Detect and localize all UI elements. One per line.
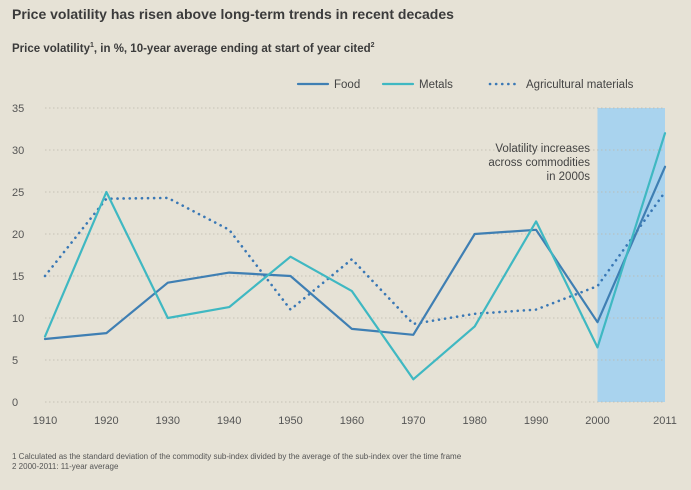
x-tick-label: 1920 bbox=[94, 415, 118, 427]
legend: Food Metals Agricultural materials bbox=[296, 79, 634, 91]
footnote-marker-2: 2 bbox=[370, 42, 375, 49]
legend-label: Agricultural materials bbox=[526, 79, 634, 91]
annotation-line: in 2000s bbox=[547, 171, 591, 183]
y-tick-label: 5 bbox=[12, 355, 18, 367]
x-tick-label: 1950 bbox=[278, 415, 302, 427]
annotation-line: Volatility increases bbox=[495, 143, 590, 155]
line-chart: 0 5 10 15 20 25 30 35 1910 1920 1930 1940 1950 1960 19… bbox=[12, 79, 677, 427]
series-line-food bbox=[43, 165, 667, 341]
annotation-line: across commodities bbox=[488, 157, 590, 169]
annotation: Volatility increases across commodities in… bbox=[488, 143, 590, 183]
x-tick-label: 1930 bbox=[156, 415, 180, 427]
y-tick-label: 0 bbox=[12, 397, 18, 409]
chart-subtitle: Price volatility1, in %, 10-year average… bbox=[12, 42, 375, 55]
y-tick-label: 30 bbox=[12, 145, 24, 157]
x-tick-label: 1990 bbox=[524, 415, 548, 427]
x-tick-label: 1980 bbox=[462, 415, 486, 427]
x-tick-label: 2000 bbox=[585, 415, 609, 427]
series-line-metals bbox=[43, 132, 667, 381]
x-tick-label: 1960 bbox=[340, 415, 364, 427]
footnote-2: 2 2000-2011: 11-year average bbox=[12, 462, 119, 471]
legend-label: Metals bbox=[419, 79, 453, 91]
highlight-band-2000s bbox=[597, 108, 665, 402]
x-tick-label: 1940 bbox=[217, 415, 241, 427]
footnote-marker-1: 1 bbox=[89, 42, 94, 49]
highlight-layer bbox=[597, 108, 665, 402]
footnotes: 1 Calculated as the standard deviation o… bbox=[12, 452, 672, 472]
y-tick-label: 25 bbox=[12, 187, 24, 199]
legend-label: Food bbox=[334, 79, 360, 91]
axis-layer: 0 5 10 15 20 25 30 35 1910 1920 1930 1940 1950 1960 19… bbox=[12, 103, 677, 427]
subtitle-tail: , in %, 10-year average ending at start … bbox=[93, 42, 371, 55]
footnote-1: 1 Calculated as the standard deviation o… bbox=[12, 452, 462, 461]
x-tick-label: 1970 bbox=[401, 415, 425, 427]
y-tick-label: 10 bbox=[12, 313, 24, 325]
series-layer bbox=[43, 132, 667, 381]
y-tick-label: 35 bbox=[12, 103, 24, 115]
series-line-agricultural-materials bbox=[43, 190, 667, 326]
y-tick-label: 20 bbox=[12, 229, 24, 241]
x-tick-label: 1910 bbox=[33, 415, 57, 427]
y-tick-label: 15 bbox=[12, 271, 24, 283]
chart-title: Price volatility has risen above long-te… bbox=[12, 6, 454, 22]
x-tick-label: 2011 bbox=[653, 415, 677, 427]
subtitle-label: Price volatility bbox=[12, 42, 90, 55]
